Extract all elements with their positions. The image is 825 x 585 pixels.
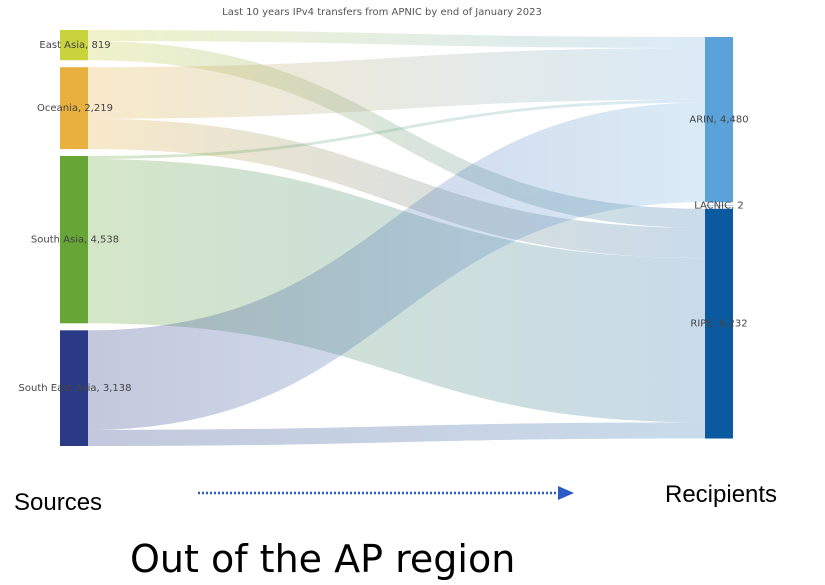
sources-label: Sources: [14, 489, 102, 516]
link: [88, 158, 705, 206]
node-label: Oceania, 2,219: [37, 103, 113, 114]
node: [60, 30, 88, 61]
link: [88, 41, 705, 228]
node-label: South East Asia, 3,138: [19, 383, 132, 394]
link: [88, 99, 705, 159]
node-label: East Asia, 819: [39, 40, 110, 51]
link: [88, 30, 705, 49]
node-label: RIPE, 6,232: [690, 319, 747, 330]
links: [88, 30, 705, 446]
node-label: ARIN, 4,480: [689, 115, 748, 126]
caption: Out of the AP region: [130, 537, 515, 581]
node-label: South Asia, 4,538: [31, 235, 119, 246]
arrow-head: [558, 486, 574, 500]
link: [88, 422, 705, 446]
link: [88, 48, 705, 119]
labels: East Asia, 819 Oceania, 2,219 South Asia, …: [19, 40, 749, 394]
node-label: LACNIC, 2: [694, 200, 744, 211]
node: [60, 330, 88, 446]
node: [705, 208, 733, 439]
chart-title: Last 10 years IPv4 transfers from APNIC …: [222, 7, 542, 18]
node: [705, 205, 733, 206]
recipients-label: Recipients: [665, 481, 777, 508]
node: [705, 37, 733, 203]
link: [88, 102, 705, 430]
node: [60, 156, 88, 324]
node: [60, 67, 88, 150]
nodes: [60, 30, 733, 446]
